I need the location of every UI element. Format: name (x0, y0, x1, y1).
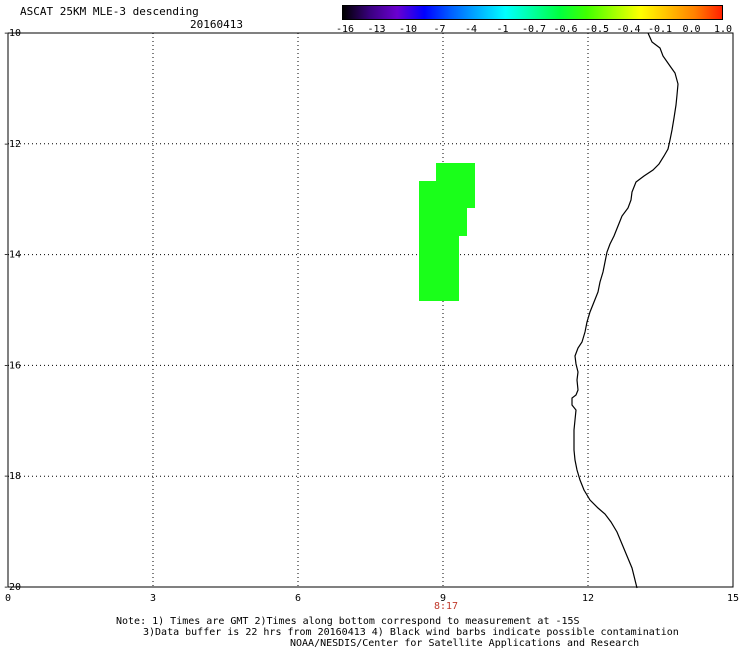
colorbar-label: -1 (496, 24, 509, 35)
wind-swath (419, 163, 475, 301)
colorbar-label: -13 (367, 24, 386, 35)
y-tick-labels: -10 -12 -14 -16 -18 -20 (3, 28, 21, 593)
x-tick-label: 3 (150, 593, 156, 604)
note-line-3: NOAA/NESDIS/Center for Satellite Applica… (290, 638, 640, 649)
colorbar-label: -16 (335, 24, 355, 35)
colorbar-labels: -16 -13 -10 -7 -4 -1 -0.7 -0.6 -0.5 -0.4 -0.1 0.0 1.… (330, 24, 735, 38)
x-tick-label: 0 (5, 593, 11, 604)
swath-cell (436, 205, 467, 236)
colorbar (342, 5, 723, 20)
note-line-2: 3)Data buffer is 22 hrs from 20160413 4)… (143, 627, 679, 638)
x-tick-label: 6 (295, 593, 301, 604)
swath-cell (436, 233, 459, 258)
chart-date: 20160413 (190, 18, 243, 31)
swath-cell (436, 163, 475, 208)
colorbar-label: 1.0 (713, 24, 733, 35)
colorbar-label: -4 (464, 24, 478, 35)
colorbar-label: -0.4 (616, 24, 641, 35)
note-line-1: Note: 1) Times are GMT 2)Times along bot… (116, 616, 580, 627)
chart-title: ASCAT 25KM MLE-3 descending (20, 5, 199, 18)
y-tick-label: -10 (3, 28, 21, 39)
x-tick-label: 15 (727, 593, 739, 604)
y-tick-label: -18 (3, 471, 21, 482)
x-tick-labels: 0 3 6 9 12 15 (5, 593, 739, 604)
y-tick-label: -20 (3, 582, 21, 593)
colorbar-label: -0.5 (584, 24, 610, 35)
colorbar-label: -0.6 (553, 24, 578, 35)
colorbar-label: -0.1 (647, 24, 673, 35)
x-tick-label: 12 (582, 593, 594, 604)
time-label: 8:17 (434, 601, 459, 612)
colorbar-label: -7 (433, 24, 446, 35)
colorbar-label: 0.0 (682, 24, 701, 35)
y-tick-label: -14 (3, 250, 21, 261)
coastline (571, 32, 679, 589)
grid-lines (8, 33, 733, 587)
y-tick-label: -12 (3, 139, 21, 150)
y-tick-label: -16 (3, 360, 21, 371)
colorbar-label: -10 (398, 24, 418, 35)
plot-frame (7, 32, 734, 588)
colorbar-label: -0.7 (521, 24, 547, 35)
x-tick-label: 9 (440, 593, 446, 604)
